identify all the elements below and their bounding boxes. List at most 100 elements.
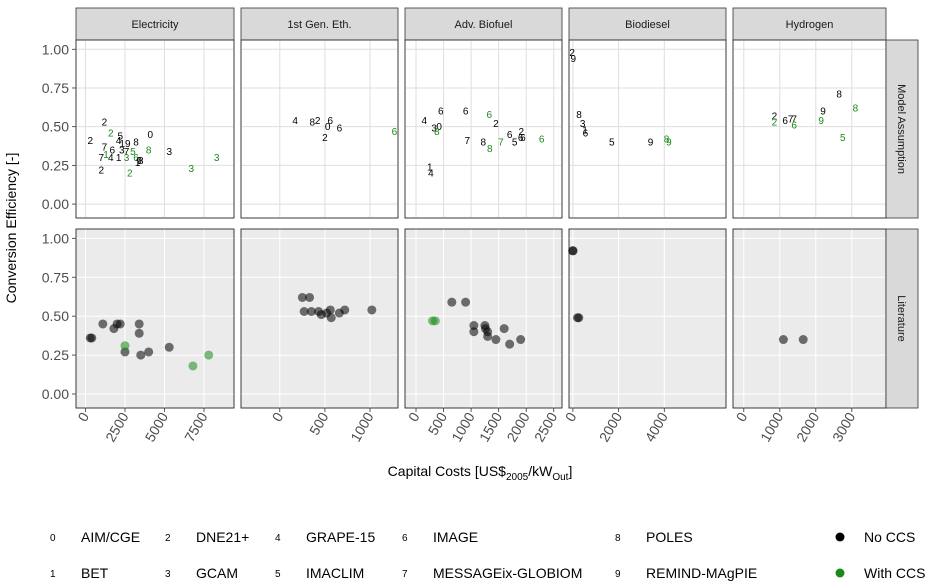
x-tick-label: 2000 xyxy=(596,409,626,444)
literature-point xyxy=(134,319,144,329)
model-point-label: 1 xyxy=(427,162,433,173)
legend-model-name: IMAGE xyxy=(433,529,478,545)
panel-literature xyxy=(404,228,563,409)
model-point-label: 4 xyxy=(428,169,434,180)
x-tick-label: 1000 xyxy=(347,409,377,444)
panel-model: 4 8 2 60 626 xyxy=(240,39,399,219)
legend-model-name: DNE21+ xyxy=(196,529,249,545)
model-point-label: 0 xyxy=(325,122,331,133)
model-point-label: 5 xyxy=(840,133,846,144)
model-point-label: 6 xyxy=(507,130,513,141)
model-point-label: 7 xyxy=(124,147,130,158)
y-tick-label: 1.00 xyxy=(42,41,69,57)
legend-model-name: IMACLIM xyxy=(306,565,364,581)
model-point-label: 2 xyxy=(493,119,499,130)
x-tick-label: 500 xyxy=(306,409,332,437)
model-point-label: 9 xyxy=(648,138,654,149)
literature-point xyxy=(326,313,336,323)
panel-background xyxy=(568,228,727,409)
model-point-label: 6 xyxy=(487,110,493,121)
x-tick-label: 2000 xyxy=(793,409,823,444)
model-point-label: 7 xyxy=(788,114,794,125)
facet-strip xyxy=(404,7,563,41)
panel-background xyxy=(404,39,563,219)
legend-model-name: POLES xyxy=(646,529,693,545)
legend-ccs-swatch xyxy=(835,532,845,542)
literature-point xyxy=(798,335,808,345)
legend-model-code: 3 xyxy=(165,569,171,580)
panel-border xyxy=(404,39,563,219)
literature-point xyxy=(306,306,316,316)
model-point-label: 7 xyxy=(102,142,108,153)
literature-point xyxy=(188,361,198,371)
model-point-label: 6 xyxy=(791,121,797,132)
literature-point xyxy=(325,305,335,315)
model-point-label: 2 xyxy=(98,166,104,177)
literature-point xyxy=(164,342,174,352)
model-point-label: 9 xyxy=(571,54,577,65)
model-point-label: 3 xyxy=(119,145,125,156)
literature-point xyxy=(87,333,97,343)
panel-literature xyxy=(240,228,399,409)
model-point-label: 4 xyxy=(116,136,122,147)
model-point-label: 6 xyxy=(438,107,444,118)
model-point-label: 6 xyxy=(539,135,545,146)
literature-point xyxy=(491,335,501,345)
model-point-label: 7 xyxy=(498,138,504,149)
model-point-label: 9 xyxy=(818,116,824,127)
model-point-label: 0 xyxy=(147,130,153,141)
model-point-label: 6 xyxy=(520,133,526,144)
model-point-label: 3 xyxy=(214,153,220,164)
x-tick-label: 1000 xyxy=(448,409,478,444)
row-strip-label: Literature xyxy=(895,295,907,341)
panel-border xyxy=(240,228,399,409)
model-point-label: 6 xyxy=(583,128,589,139)
facet-strip-label: 1st Gen. Eth. xyxy=(287,19,351,31)
model-point-label: 7 xyxy=(464,136,470,147)
legend-model-name: GRAPE-15 xyxy=(306,529,375,545)
literature-point xyxy=(447,297,457,307)
panel-background xyxy=(240,39,399,219)
legend-model-code: 6 xyxy=(402,533,408,544)
literature-point xyxy=(516,335,526,345)
row-strip xyxy=(885,39,919,219)
model-point-label: 8 xyxy=(664,135,670,146)
model-point-label: 1 xyxy=(103,150,109,161)
legend-model-name: REMIND-MAgPIE xyxy=(646,565,757,581)
x-tick-label: 2000 xyxy=(503,409,533,444)
literature-point xyxy=(115,319,125,329)
y-tick-label: 0.75 xyxy=(42,80,69,96)
x-tick-label: 1000 xyxy=(757,409,787,444)
model-point-label: 5 xyxy=(117,131,123,142)
x-tick-label: 2500 xyxy=(102,409,132,444)
x-tick-label: 0 xyxy=(269,409,287,424)
x-tick-label: 500 xyxy=(425,409,451,437)
model-point-label: 2 xyxy=(518,127,524,138)
model-point-label: 8 xyxy=(434,127,440,138)
model-point-label: 4 xyxy=(421,116,427,127)
x-tick-label: 2500 xyxy=(531,409,561,444)
x-tick-label: 0 xyxy=(562,409,580,424)
legend-model-code: 2 xyxy=(165,533,171,544)
model-point-label: 6 xyxy=(463,107,469,118)
panel-background xyxy=(732,228,887,409)
model-point-label: 8 xyxy=(146,145,152,156)
model-point-label: 9 xyxy=(820,107,826,118)
model-point-label: 6 xyxy=(110,145,116,156)
panel-border xyxy=(75,39,235,219)
model-point-label: 4 xyxy=(108,153,114,164)
literature-point xyxy=(299,306,309,316)
model-point-label: 9 xyxy=(136,156,142,167)
x-tick-label: 3000 xyxy=(829,409,859,444)
x-tick-label: 7500 xyxy=(181,409,211,444)
model-point-label: 5 xyxy=(512,138,518,149)
y-axis-label: Conversion Efficiency [-] xyxy=(3,153,19,304)
facet-strip-label: Adv. Biofuel xyxy=(455,19,513,31)
facet-strip-label: Electricity xyxy=(131,19,179,31)
